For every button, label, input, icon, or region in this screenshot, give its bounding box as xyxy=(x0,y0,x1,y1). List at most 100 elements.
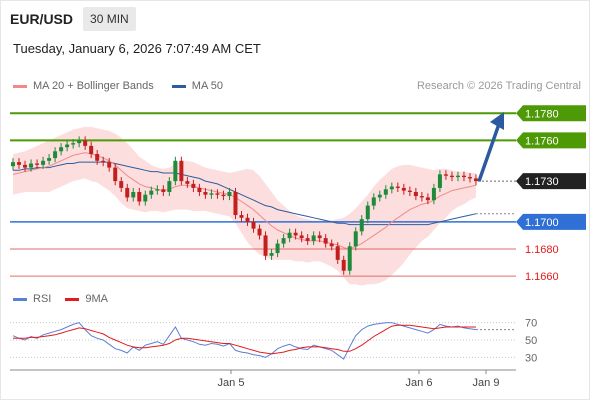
candle-body xyxy=(287,232,292,239)
candle-body xyxy=(293,232,298,236)
candle-body xyxy=(233,192,238,216)
candle-body xyxy=(77,140,82,144)
candle-body xyxy=(35,163,40,165)
ma50-swatch xyxy=(171,84,186,88)
rsi-tick-70: 70 xyxy=(525,318,537,330)
candle-body xyxy=(167,181,172,192)
candle-body xyxy=(125,187,130,198)
rsi-swatch xyxy=(13,297,27,301)
candle-body xyxy=(59,147,64,152)
rsi-tick-50: 50 xyxy=(525,335,537,347)
candle-body xyxy=(23,164,28,168)
candle-body xyxy=(275,243,280,254)
candle-body xyxy=(173,160,178,182)
bollinger-band xyxy=(13,126,476,286)
candle-body xyxy=(377,194,382,198)
candle-body xyxy=(449,175,454,178)
forecast-arrow-shaft xyxy=(477,123,501,182)
legend-rsi: RSI xyxy=(13,293,51,305)
legend-ma20-label: MA 20 + Bollinger Bands xyxy=(33,80,154,92)
candle-body xyxy=(53,151,58,159)
ma50-line xyxy=(13,161,477,226)
candle-body xyxy=(401,187,406,191)
candle-body xyxy=(179,160,184,182)
candle-body xyxy=(263,235,268,256)
candle-body xyxy=(407,190,412,192)
candle-body xyxy=(29,163,34,168)
candle-body xyxy=(185,181,190,184)
candle-body xyxy=(221,194,226,197)
research-credit: Research © 2026 Trading Central xyxy=(416,80,581,92)
candle-body xyxy=(443,174,448,176)
candle-body xyxy=(131,192,136,198)
candle-body xyxy=(251,221,256,229)
level-label-1.1730: 1.1730 xyxy=(525,176,559,188)
rsi-legend: RSI 9MA xyxy=(13,293,122,305)
interval-badge[interactable]: 30 MIN xyxy=(83,6,136,31)
candle-body xyxy=(359,219,364,232)
candle-body xyxy=(101,160,106,163)
symbol-label: EUR/USD xyxy=(10,10,74,27)
legend-rsi-label: RSI xyxy=(33,293,52,305)
candle-body xyxy=(83,140,88,146)
candle-body xyxy=(257,228,262,236)
candle-body xyxy=(203,192,208,195)
level-box-1.1700 xyxy=(516,213,586,230)
candle-body xyxy=(71,143,76,145)
x-tick-label: Jan 6 xyxy=(406,377,433,389)
candle-body xyxy=(41,160,46,165)
rsi-tick-30: 30 xyxy=(525,352,537,364)
candle-body xyxy=(95,154,100,161)
candle-body xyxy=(269,253,274,256)
candle-body xyxy=(281,238,286,244)
candle-body xyxy=(395,186,400,188)
candle-body xyxy=(311,235,316,241)
candle-body xyxy=(353,231,358,247)
candle-body xyxy=(347,246,352,271)
ma9-swatch xyxy=(65,297,80,301)
candle-body xyxy=(155,189,160,191)
x-tick-label: Jan 5 xyxy=(218,377,245,389)
legend-ma50: MA 50 xyxy=(171,80,223,92)
legend-9ma-label: 9MA xyxy=(85,293,108,305)
level-label-1.1660: 1.1660 xyxy=(525,271,559,283)
price-legend: MA 20 + Bollinger Bands MA 50 xyxy=(13,80,241,92)
x-tick-label: Jan 9 xyxy=(473,377,500,389)
legend-ma50-label: MA 50 xyxy=(191,80,223,92)
candle-body xyxy=(341,259,346,271)
candle-body xyxy=(425,197,430,201)
level-label-1.1680: 1.1680 xyxy=(525,244,559,256)
candle-body xyxy=(89,145,94,154)
level-label-1.1760: 1.1760 xyxy=(525,135,559,147)
candle-body xyxy=(419,196,424,198)
level-box-1.1730 xyxy=(516,173,586,190)
candle-body xyxy=(215,193,220,195)
candle-body xyxy=(137,192,142,202)
level-box-1.1780 xyxy=(516,105,586,122)
candle-body xyxy=(335,246,340,260)
candle-body xyxy=(437,174,442,188)
level-label-1.1780: 1.1780 xyxy=(525,108,559,120)
candle-body xyxy=(467,177,472,179)
candle-body xyxy=(161,189,166,192)
candle-body xyxy=(149,190,154,195)
candle-body xyxy=(413,192,418,197)
level-label-1.1700: 1.1700 xyxy=(525,217,559,229)
candle-body xyxy=(11,162,15,167)
candle-body xyxy=(383,189,388,195)
candle-body xyxy=(119,181,124,188)
candle-body xyxy=(113,167,118,182)
level-box-1.1760 xyxy=(516,132,586,149)
forecast-arrowhead xyxy=(490,112,504,130)
legend-ma20: MA 20 + Bollinger Bands xyxy=(13,80,154,92)
ma20-swatch xyxy=(13,84,27,88)
legend-9ma: 9MA xyxy=(65,293,108,305)
chart-header: EUR/USD 30 MIN xyxy=(4,6,136,31)
candle-body xyxy=(461,175,466,178)
candle-body xyxy=(299,235,304,239)
candle-body xyxy=(107,162,112,168)
candle-body xyxy=(474,178,478,182)
candle-body xyxy=(305,238,310,241)
rsi-line xyxy=(12,322,477,360)
